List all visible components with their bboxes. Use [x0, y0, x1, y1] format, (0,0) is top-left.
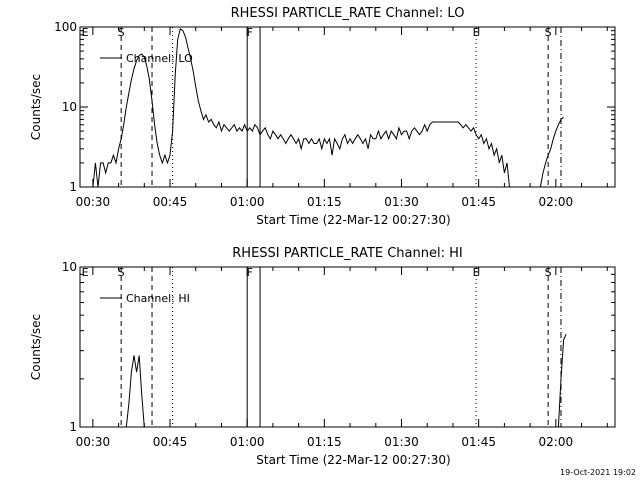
event-marker-label: E	[82, 26, 89, 39]
x-tick-label: 01:30	[384, 195, 419, 209]
event-marker-label: E	[82, 266, 89, 279]
x-axis-label: Start Time (22-Mar-12 00:27:30)	[256, 213, 450, 227]
event-marker-label: E	[473, 266, 480, 279]
x-tick-label: 01:15	[307, 195, 342, 209]
event-marker-label: F	[247, 266, 253, 279]
footer-timestamp: 19-Oct-2021 19:02	[560, 468, 636, 477]
event-marker-label: S	[545, 266, 552, 279]
event-marker-label: S	[545, 26, 552, 39]
legend-label: Channel: LO	[126, 52, 193, 65]
y-tick-label: 10	[62, 100, 77, 114]
event-marker-label: S	[118, 266, 125, 279]
x-tick-label: 01:00	[230, 435, 265, 449]
series-line	[125, 355, 145, 427]
x-tick-label: 02:00	[539, 195, 574, 209]
x-tick-label: 01:45	[461, 435, 496, 449]
x-tick-label: 01:30	[384, 435, 419, 449]
x-axis-label: Start Time (22-Mar-12 00:27:30)	[256, 453, 450, 467]
x-tick-label: 00:45	[153, 435, 188, 449]
chart-title: RHESSI PARTICLE_RATE Channel: HI	[232, 246, 462, 261]
x-tick-label: 02:00	[539, 435, 574, 449]
y-axis-label: Counts/sec	[29, 314, 43, 380]
event-marker-label: S	[118, 26, 125, 39]
plot-frame	[79, 266, 616, 428]
y-tick-label: 1	[69, 180, 77, 194]
y-axis-label: Counts/sec	[29, 74, 43, 140]
x-tick-label: 01:15	[307, 435, 342, 449]
x-tick-label: 01:00	[230, 195, 265, 209]
event-marker-label: F	[247, 26, 253, 39]
x-tick-label: 00:45	[153, 195, 188, 209]
legend-label: Channel: HI	[126, 292, 190, 305]
x-tick-label: 00:30	[76, 435, 111, 449]
plot-frame	[79, 26, 616, 188]
x-tick-label: 00:30	[76, 195, 111, 209]
series-line	[539, 116, 564, 187]
series-line	[92, 27, 510, 187]
y-tick-label: 1	[69, 420, 77, 434]
panel-lo: RHESSI PARTICLE_RATE Channel: LO Counts/s…	[29, 6, 616, 227]
chart-title: RHESSI PARTICLE_RATE Channel: LO	[231, 6, 465, 21]
series-line	[557, 333, 567, 427]
y-tick-label: 10	[62, 260, 77, 274]
x-tick-label: 01:45	[461, 195, 496, 209]
panel-hi: RHESSI PARTICLE_RATE Channel: HI Counts/s…	[29, 246, 616, 467]
y-tick-label: 100	[54, 20, 77, 34]
event-marker-label: E	[473, 26, 480, 39]
